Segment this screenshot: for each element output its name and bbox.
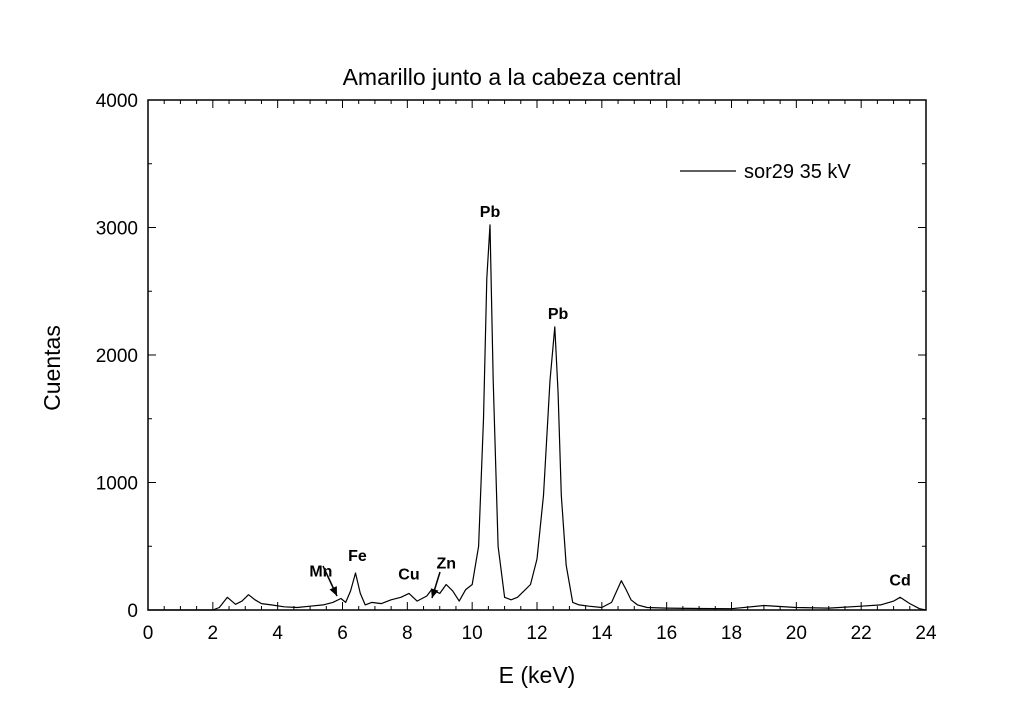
- plot-area: 0 2 4 6 8 10 12 14 16 18 20 22 2401000200030004000so…: [96, 91, 937, 644]
- peak-label-cd: Cd: [889, 572, 910, 589]
- x-tick-label: 0: [143, 623, 154, 644]
- peak-label-fe: Fe: [348, 548, 367, 565]
- y-tick-label: 1000: [96, 474, 138, 495]
- peak-label-pb: Pb: [548, 306, 569, 323]
- peak-label-pb: Pb: [480, 204, 501, 221]
- x-tick-label: 22: [851, 623, 872, 644]
- y-tick-label: 3000: [96, 219, 138, 240]
- peak-label-cu: Cu: [398, 566, 419, 583]
- x-tick-label: 8: [402, 623, 413, 644]
- x-tick-label: 12: [526, 623, 547, 644]
- x-tick-label: 10: [462, 623, 483, 644]
- x-tick-label: 6: [337, 623, 348, 644]
- x-axis-title: E (keV): [499, 662, 576, 688]
- x-tick-label: 16: [656, 623, 677, 644]
- chart-title: Amarillo junto a la cabeza central: [343, 64, 682, 90]
- y-tick-label: 4000: [96, 91, 138, 112]
- y-tick-label: 2000: [96, 346, 138, 367]
- legend-label: sor29 35 kV: [744, 161, 851, 183]
- zn-arrow-head: [430, 588, 439, 598]
- x-tick-label: 24: [915, 623, 937, 644]
- x-tick-label: 20: [786, 623, 807, 644]
- series-line-0: [148, 224, 927, 611]
- x-tick-label: 2: [208, 623, 219, 644]
- peak-label-zn: Zn: [436, 556, 456, 573]
- x-tick-label: 18: [721, 623, 742, 644]
- y-tick-label: 0: [127, 601, 138, 622]
- mn-arrow-head: [329, 586, 337, 596]
- peak-label-mn: Mn: [309, 564, 332, 581]
- y-axis-title: Cuentas: [39, 325, 65, 411]
- x-tick-label: 4: [272, 623, 283, 644]
- x-tick-label: 14: [591, 623, 613, 644]
